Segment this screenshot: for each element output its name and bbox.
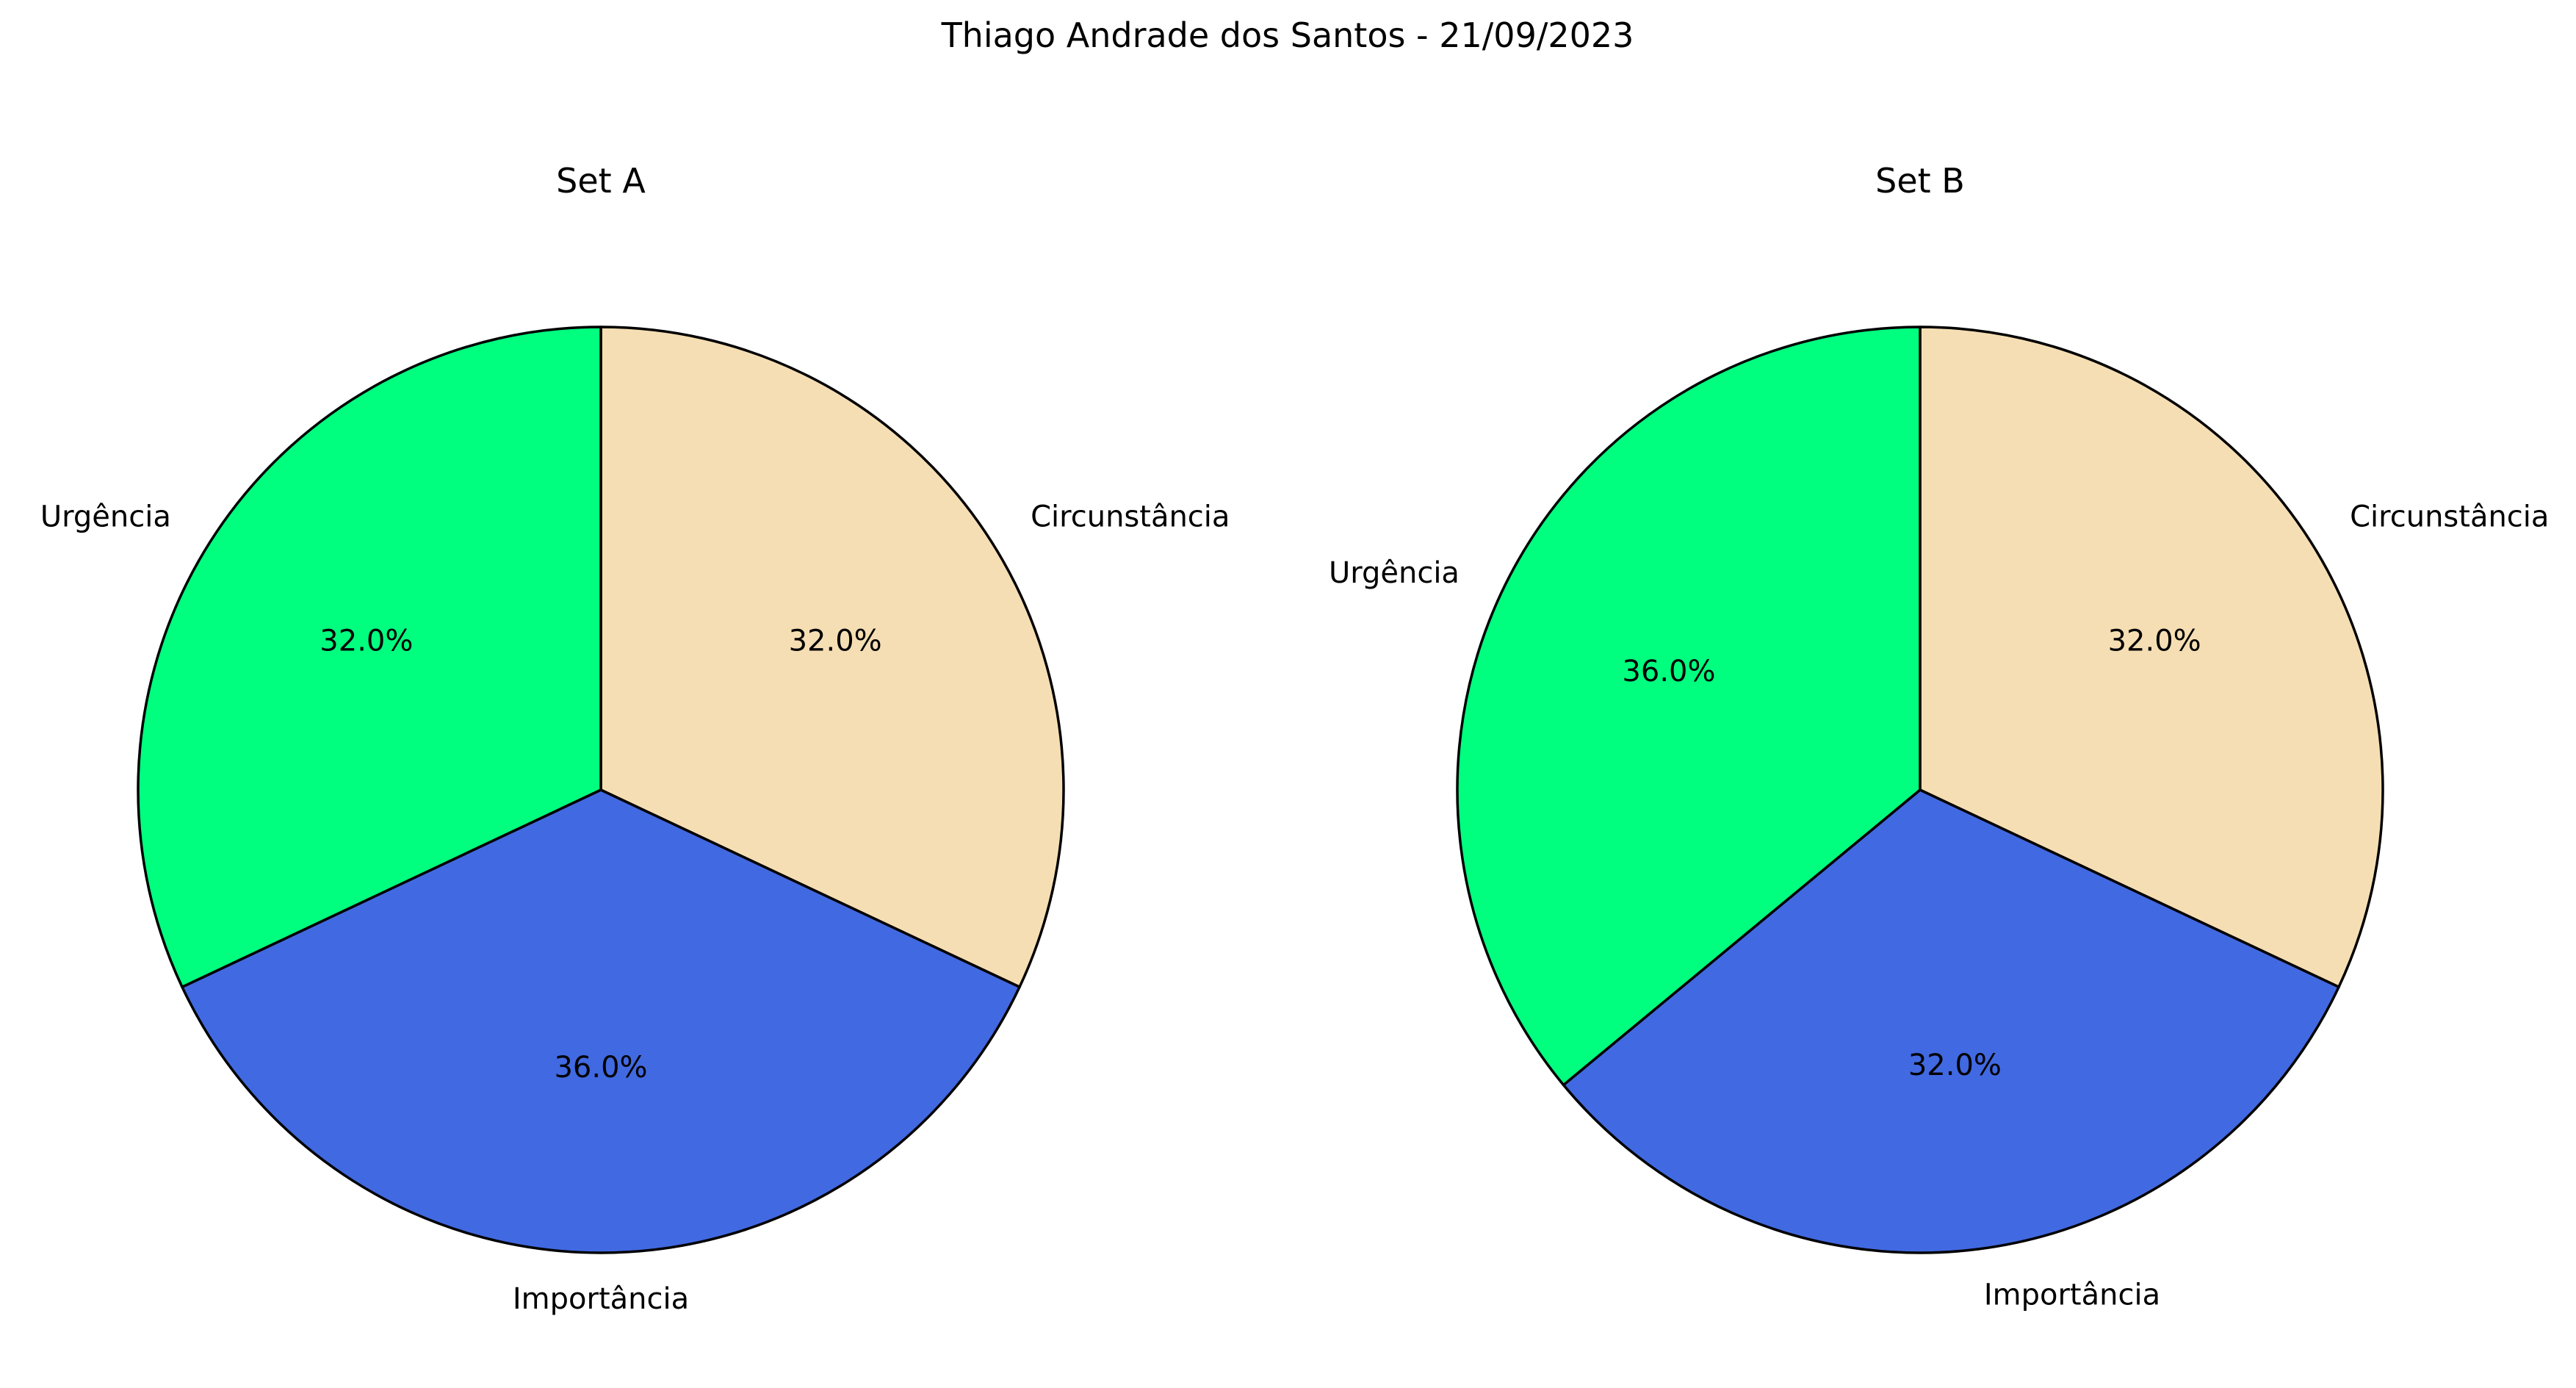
pie-chart-set-a: Set A 32.0% Circunstância 36.0% Importância 3… <box>40 161 1230 1316</box>
slice-label-circunstancia: Circunstância <box>1031 500 1230 534</box>
pie-slice-importancia <box>1562 788 2340 1254</box>
chart-title-set-b: Set B <box>1875 161 1965 201</box>
pie-slice-importancia <box>181 788 1021 1254</box>
slice-label-importancia: Importância <box>1984 1279 2160 1312</box>
pie-slice-urgencia <box>1456 326 1922 1087</box>
pct-label-importancia: 36.0% <box>554 1051 647 1085</box>
pie-chart-set-b: Set B 32.0% Circunstância 32.0% Importância 3… <box>1329 161 2549 1312</box>
pie-slice-circunstancia <box>1919 326 2384 988</box>
pie-slice-urgencia <box>137 326 602 988</box>
chart-title-set-a: Set A <box>556 161 646 201</box>
pie-slice-circunstancia <box>599 326 1065 988</box>
slice-label-urgencia: Urgência <box>1329 556 1460 590</box>
slice-label-circunstancia: Circunstância <box>2350 500 2549 534</box>
pct-label-circunstancia: 32.0% <box>2108 624 2201 658</box>
slice-label-urgencia: Urgência <box>40 500 171 534</box>
figure-title: Thiago Andrade dos Santos - 21/09/2023 <box>941 15 1634 55</box>
slice-label-importancia: Importância <box>513 1282 689 1316</box>
pct-label-urgencia: 36.0% <box>1622 655 1715 688</box>
pct-label-urgencia: 32.0% <box>320 624 413 658</box>
pct-label-circunstancia: 32.0% <box>789 624 882 658</box>
pct-label-importancia: 32.0% <box>1908 1049 2002 1082</box>
